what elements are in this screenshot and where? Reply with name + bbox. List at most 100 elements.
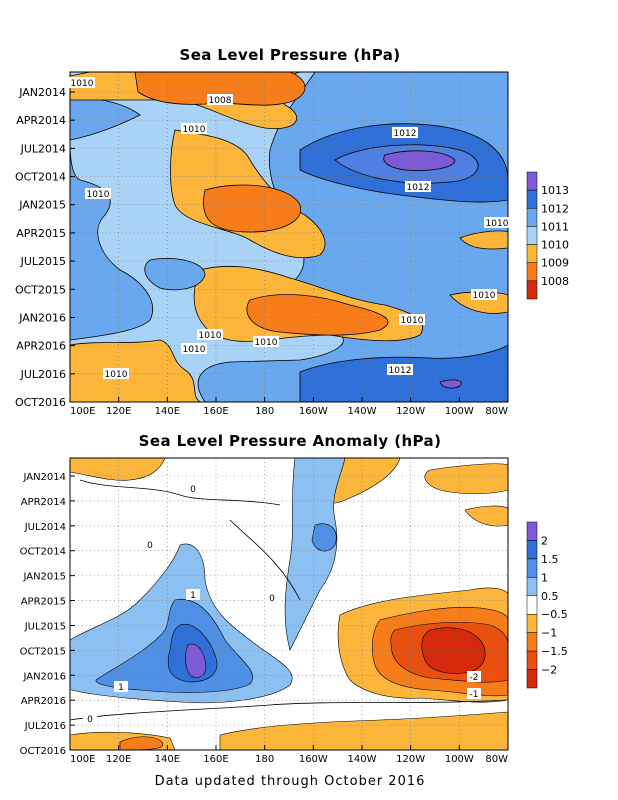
legend-swatch <box>526 171 538 191</box>
legend-swatch <box>526 540 538 560</box>
y-tick-label: APR2015 <box>16 227 66 240</box>
x-tick-label: 80W <box>485 406 508 417</box>
chart-panel-slp: 100E 120E 140E 160E 180 160W 140W 120W 100W 80W JA… <box>15 71 569 417</box>
y-tick-label: JAN2016 <box>22 671 66 682</box>
contour-label-bg <box>467 671 481 682</box>
legend-label: 1010 <box>541 239 569 252</box>
contour-label: 1010 <box>87 190 110 200</box>
x-tick-label: 140W <box>348 406 377 417</box>
region-1009-southwest <box>70 339 201 402</box>
x-tick-label: 100W <box>445 754 474 765</box>
contour-label-bg <box>186 589 200 600</box>
contour-label: 1010 <box>473 291 496 301</box>
y-tick-label: JAN2014 <box>18 86 66 99</box>
contour-label-bg <box>399 314 425 325</box>
contour-label: 0 <box>87 715 93 725</box>
contour-label: -1 <box>470 690 479 700</box>
y-tick-label: JUL2015 <box>20 255 66 268</box>
legend-label: 1012 <box>541 202 569 215</box>
legend-label: −1.5 <box>541 645 568 658</box>
x-tick-label: 180 <box>255 406 274 417</box>
legend-label: −2 <box>541 664 557 677</box>
contour-label: 1010 <box>105 370 128 380</box>
y-tick-label: APR2016 <box>21 696 66 707</box>
region-pos-west-2 <box>185 643 207 678</box>
x-tick-label: 140W <box>348 754 377 765</box>
region-neg-nw <box>70 458 166 481</box>
region-pos-central <box>284 458 346 651</box>
contour-label: 1 <box>118 683 124 693</box>
contour-label: 0 <box>269 594 275 604</box>
contour-label-bg <box>265 592 279 603</box>
y-tick-label: JUL2014 <box>24 522 66 533</box>
contour-label: 1012 <box>389 366 412 376</box>
chart-title-slp: Sea Level Pressure (hPa) <box>179 46 401 64</box>
contour-label: 0 <box>147 541 153 551</box>
contour-label-bg <box>181 123 207 134</box>
x-tick-label: 120E <box>106 406 131 417</box>
contour-label: 0 <box>190 485 196 495</box>
contour-label: 1010 <box>486 219 509 229</box>
x-tick-label: 140E <box>155 406 180 417</box>
legend-label: 1011 <box>541 220 569 233</box>
legend-swatch <box>526 650 538 670</box>
y-tick-label: APR2015 <box>21 597 66 608</box>
contour-label-bg <box>83 713 97 724</box>
region-neg-ne <box>424 463 508 495</box>
contour-label-bg <box>143 539 157 550</box>
y-tick-label: JUL2014 <box>20 142 66 155</box>
region-1013 <box>383 150 456 171</box>
region-1013-south <box>439 379 462 389</box>
contour-label-bg <box>471 289 497 300</box>
x-tick-label: 120E <box>106 754 131 765</box>
plot-area <box>70 458 508 750</box>
x-tick-label: 100E <box>70 406 95 417</box>
region-pos-central-core <box>311 523 337 552</box>
x-tick-label: 160W <box>299 406 328 417</box>
legend-label: 2 <box>541 534 548 547</box>
region-1009-east <box>459 230 508 250</box>
x-tick-label: 140E <box>155 754 180 765</box>
x-tick-label: 160W <box>299 754 328 765</box>
plot-frame <box>69 457 509 751</box>
x-tick-label: 160E <box>203 754 228 765</box>
y-tick-label: OCT2016 <box>15 396 66 409</box>
contour-label: -2 <box>470 673 479 683</box>
contour-label: 1010 <box>183 125 206 135</box>
y-tick-label: APR2016 <box>16 340 66 353</box>
contour-label: 1012 <box>407 183 430 193</box>
contour-label: 1008 <box>209 96 232 106</box>
y-tick-label: OCT2015 <box>15 283 66 296</box>
legend-swatch <box>526 262 538 282</box>
y-tick-label: JAN2014 <box>22 472 66 483</box>
contour-label-bg <box>186 483 200 494</box>
y-tick-label: JAN2015 <box>22 572 66 583</box>
x-tick-label: 120W <box>396 406 425 417</box>
region-neg-south <box>219 711 508 750</box>
plot-area <box>70 72 508 402</box>
legend-label: 1.5 <box>541 553 559 566</box>
y-tick-label: OCT2016 <box>20 746 66 757</box>
contour-label-bg <box>103 368 129 379</box>
legend-label: −1 <box>541 627 557 640</box>
legend-label: 1 <box>541 571 548 584</box>
contour-label-bg <box>467 688 481 699</box>
legend-swatch <box>526 521 538 541</box>
legend-swatch <box>526 669 538 689</box>
legend-label: 0.5 <box>541 590 559 603</box>
x-tick-label: 100W <box>445 406 474 417</box>
region-1008-lower <box>246 294 389 336</box>
y-tick-label: JUL2016 <box>20 368 66 381</box>
contour-label-bg <box>197 329 223 340</box>
legend-label: 1013 <box>541 184 569 197</box>
legend-swatch <box>526 577 538 597</box>
legend-label: 1008 <box>541 275 569 288</box>
region-neg-ne2 <box>464 505 508 527</box>
contour-label: 1010 <box>401 316 424 326</box>
region-1008-top <box>134 72 306 106</box>
y-tick-label: OCT2014 <box>20 547 66 558</box>
contour-label: 1 <box>190 591 196 601</box>
contour-line <box>79 479 281 506</box>
y-tick-label: OCT2015 <box>20 646 66 657</box>
